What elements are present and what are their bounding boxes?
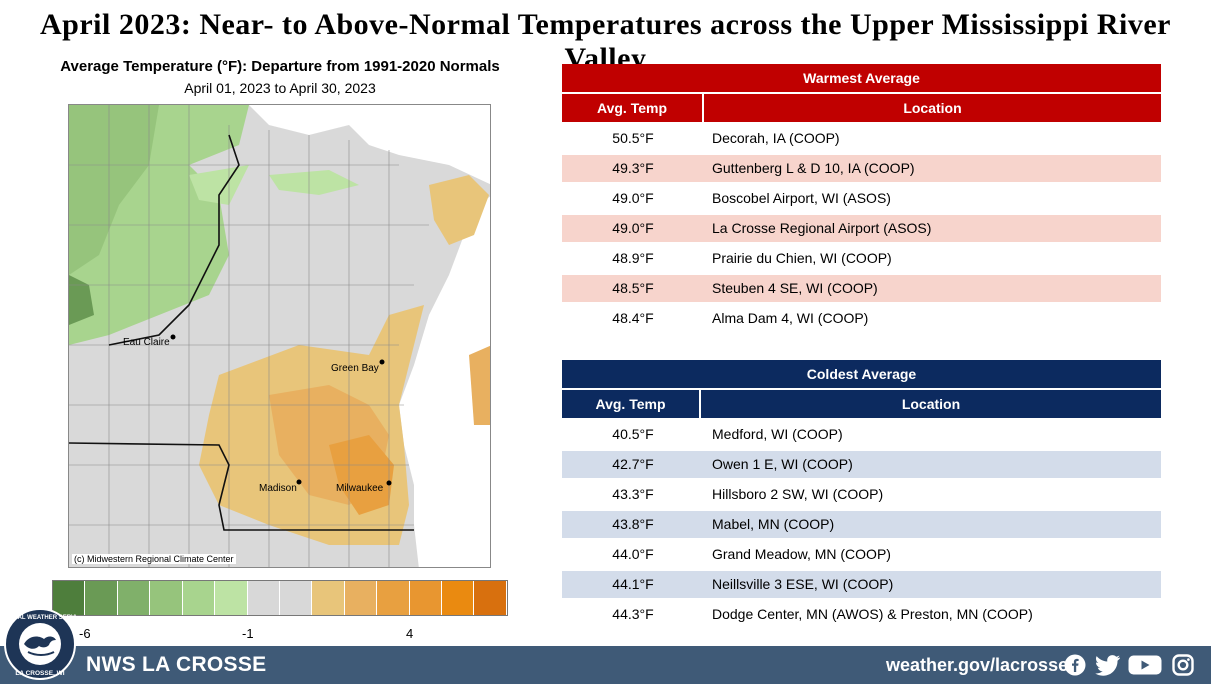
colorbar-swatch [279,581,313,615]
warmest-row-temp: 49.3°F [612,160,654,176]
warmest-table-row: 50.5°F Decorah, IA (COOP) [562,125,1161,152]
coldest-row-temp: 44.1°F [612,576,654,592]
warmest-row-temp: 49.0°F [612,220,654,236]
coldest-row-temp: 43.3°F [612,486,654,502]
colorbar-swatch [312,581,345,615]
coldest-average-table: Coldest Average Avg. Temp Location 40.5°… [562,360,1161,628]
warmest-row-location: Steuben 4 SE, WI (COOP) [712,280,878,296]
coldest-row-location: Hillsboro 2 SW, WI (COOP) [712,486,884,502]
coldest-table-row: 40.5°F Medford, WI (COOP) [562,421,1161,448]
colorbar-swatch [474,581,507,615]
coldest-table-row: 44.1°F Neillsville 3 ESE, WI (COOP) [562,571,1161,598]
facebook-icon[interactable] [1064,654,1086,676]
coldest-row-location: Owen 1 E, WI (COOP) [712,456,853,472]
coldest-col-temp: Avg. Temp [562,390,699,418]
footer-brand: NWS LA CROSSE [86,653,267,676]
coldest-row-location: Medford, WI (COOP) [712,426,843,442]
colorbar-swatch [53,581,86,615]
coldest-table-title: Coldest Average [562,360,1161,388]
colorbar-swatch [344,581,378,615]
coldest-table-row: 43.3°F Hillsboro 2 SW, WI (COOP) [562,481,1161,508]
warmest-row-temp: 48.9°F [612,250,654,266]
coldest-table-row: 44.0°F Grand Meadow, MN (COOP) [562,541,1161,568]
colorbar [52,580,508,616]
coldest-table-row: 42.7°F Owen 1 E, WI (COOP) [562,451,1161,478]
footer-bar: NWS LA CROSSE weather.gov/lacrosse [0,646,1211,684]
warmest-row-location: Prairie du Chien, WI (COOP) [712,250,892,266]
coldest-col-location: Location [701,390,1161,418]
colorbar-label-max: 4 [406,626,414,641]
coldest-table-row: 43.8°F Mabel, MN (COOP) [562,511,1161,538]
coldest-table-header: Avg. Temp Location [562,390,1161,418]
city-label-milwaukee: Milwaukee [336,483,384,494]
nws-logo: NATIONAL WEATHER SERVICE LA CROSSE, WI [4,608,76,680]
warmest-average-table: Warmest Average Avg. Temp Location 50.5°… [562,64,1161,332]
coldest-rows: 40.5°F Medford, WI (COOP) 42.7°F Owen 1 E, … [562,421,1161,628]
footer-url-link[interactable]: weather.gov/lacrosse [886,655,1069,675]
colorbar-swatch [247,581,280,615]
warmest-table-row: 48.9°F Prairie du Chien, WI (COOP) [562,245,1161,272]
colorbar-swatch [377,581,410,615]
colorbar-label-min: -6 [79,626,91,641]
city-label-green-bay: Green Bay [331,363,379,374]
warmest-table-row: 48.4°F Alma Dam 4, WI (COOP) [562,305,1161,332]
coldest-row-temp: 42.7°F [612,456,654,472]
coldest-row-location: Mabel, MN (COOP) [712,516,835,532]
warmest-row-temp: 49.0°F [612,190,654,206]
svg-text:NATIONAL WEATHER SERVICE: NATIONAL WEATHER SERVICE [4,615,76,621]
coldest-row-temp: 44.3°F [612,606,654,622]
warmest-table-row: 48.5°F Steuben 4 SE, WI (COOP) [562,275,1161,302]
colorbar-swatch [182,581,216,615]
warmest-row-location: La Crosse Regional Airport (ASOS) [712,220,932,236]
temperature-departure-map: Eau Claire Green Bay Madison Milwaukee (… [68,104,491,568]
warmest-table-row: 49.0°F Boscobel Airport, WI (ASOS) [562,185,1161,212]
map-title: Average Temperature (°F): Departure from… [60,58,500,75]
colorbar-swatch [215,581,248,615]
warmest-table-row: 49.3°F Guttenberg L & D 10, IA (COOP) [562,155,1161,182]
twitter-icon[interactable] [1095,654,1121,676]
warmest-row-location: Guttenberg L & D 10, IA (COOP) [712,160,915,176]
warmest-col-temp: Avg. Temp [562,94,702,122]
warmest-table-header: Avg. Temp Location [562,94,1161,122]
colorbar-swatch [85,581,118,615]
coldest-row-location: Grand Meadow, MN (COOP) [712,546,891,562]
colorbar-swatch [409,581,443,615]
colorbar-swatch [442,581,475,615]
svg-text:LA CROSSE, WI: LA CROSSE, WI [15,670,64,677]
instagram-icon[interactable] [1172,654,1194,676]
map-credit: (c) Midwestern Regional Climate Center [72,554,236,564]
warmest-table-row: 49.0°F La Crosse Regional Airport (ASOS) [562,215,1161,242]
city-label-eau-claire: Eau Claire [123,337,170,348]
warmest-row-temp: 48.4°F [612,310,654,326]
warmest-row-location: Decorah, IA (COOP) [712,130,840,146]
coldest-row-temp: 40.5°F [612,426,654,442]
coldest-row-location: Neillsville 3 ESE, WI (COOP) [712,576,894,592]
coldest-row-temp: 44.0°F [612,546,654,562]
headline: April 2023: Near- to Above-Normal Temper… [40,8,1171,75]
warmest-rows: 50.5°F Decorah, IA (COOP) 49.3°F Guttenberg… [562,125,1161,332]
colorbar-swatch [117,581,151,615]
city-label-madison: Madison [259,483,297,494]
warmest-row-location: Alma Dam 4, WI (COOP) [712,310,869,326]
warmest-table-title: Warmest Average [562,64,1161,92]
coldest-table-row: 44.3°F Dodge Center, MN (AWOS) & Preston,… [562,601,1161,628]
warmest-row-location: Boscobel Airport, WI (ASOS) [712,190,891,206]
colorbar-swatch [150,581,183,615]
warmest-row-temp: 48.5°F [612,280,654,296]
warmest-col-location: Location [704,94,1161,122]
map-svg [69,105,490,567]
map-dates: April 01, 2023 to April 30, 2023 [184,80,376,96]
colorbar-label-mid: -1 [242,626,254,641]
coldest-row-location: Dodge Center, MN (AWOS) & Preston, MN (C… [712,606,1033,622]
youtube-icon[interactable] [1128,654,1162,676]
warmest-row-temp: 50.5°F [612,130,654,146]
coldest-row-temp: 43.8°F [612,516,654,532]
